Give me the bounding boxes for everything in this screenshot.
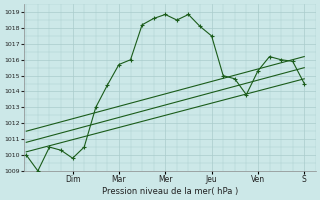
- X-axis label: Pression niveau de la mer( hPa ): Pression niveau de la mer( hPa ): [102, 187, 238, 196]
